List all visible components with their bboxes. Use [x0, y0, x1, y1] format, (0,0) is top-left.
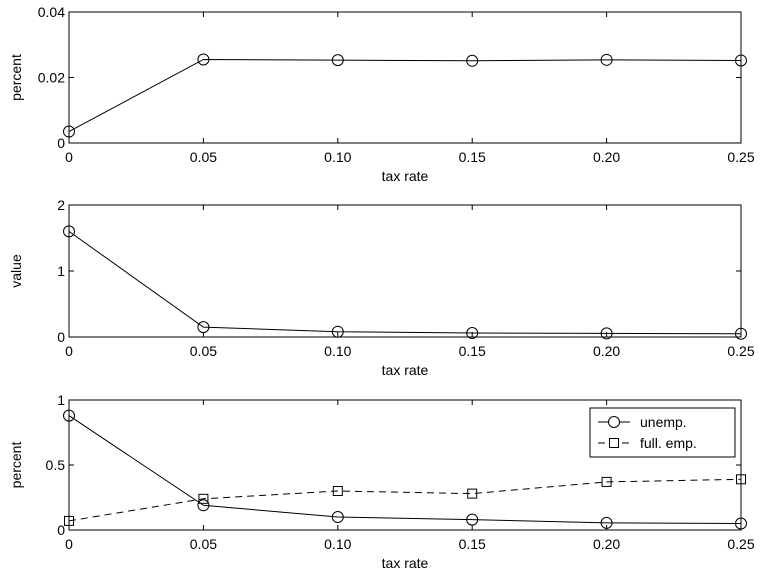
x-tick-label: 0	[65, 343, 73, 359]
x-tick-label: 0.05	[190, 536, 217, 552]
data-point	[63, 225, 75, 238]
series-1	[63, 409, 747, 530]
data-point	[735, 517, 747, 530]
data-point	[600, 53, 613, 66]
plot-frame	[68, 204, 742, 338]
data-point	[197, 321, 210, 334]
x-tick-label: 0.05	[190, 149, 217, 165]
data-point	[197, 499, 210, 512]
subplot-2: 0 0.05 0.10 0.15 0.20 0.25 0 1 2 tax rate value	[8, 197, 755, 378]
y-axis-label: percent	[8, 442, 24, 489]
data-point	[735, 327, 747, 340]
y-tick-label: 0.5	[46, 457, 66, 473]
data-point	[466, 327, 479, 340]
data-point	[331, 54, 344, 67]
data-point	[467, 488, 478, 499]
x-tick-label: 0	[65, 149, 73, 165]
x-tick-label: 0.15	[459, 536, 486, 552]
series-1	[63, 225, 747, 340]
data-point	[466, 54, 479, 67]
data-point	[64, 515, 74, 526]
data-point	[736, 474, 746, 485]
x-axis-label: tax rate	[382, 362, 429, 378]
series-line	[68, 478, 742, 522]
data-point	[198, 493, 209, 504]
x-tick-label: 0.05	[190, 343, 217, 359]
x-tick-label: 0	[65, 536, 73, 552]
series-line	[68, 58, 742, 132]
y-axis-label: value	[8, 254, 24, 288]
y-tick-label: 0	[57, 522, 65, 538]
data-point	[63, 409, 75, 422]
data-point	[197, 53, 210, 66]
legend: unemp. full. emp.	[589, 407, 736, 458]
data-point	[331, 325, 344, 338]
data-point	[600, 327, 613, 340]
y-axis-label: percent	[8, 54, 24, 101]
x-tick-label: 0.20	[593, 536, 620, 552]
x-tick-label: 0.15	[459, 343, 486, 359]
legend-label: unemp.	[640, 414, 687, 430]
x-tick-label: 0.15	[459, 149, 486, 165]
x-tick-label: 0.25	[727, 149, 754, 165]
data-point	[735, 54, 747, 67]
y-tick-label: 0.04	[38, 4, 65, 20]
x-tick-label: 0.10	[324, 536, 351, 552]
data-point	[332, 486, 343, 496]
x-tick-label: 0.25	[727, 343, 754, 359]
series-line	[68, 230, 742, 335]
data-point	[331, 511, 344, 523]
series-1	[63, 53, 747, 138]
y-tick-label: 2	[57, 197, 65, 213]
y-tick-label: 0	[57, 329, 65, 345]
series-2	[64, 474, 746, 526]
x-tick-label: 0.25	[727, 536, 754, 552]
series-line	[68, 415, 742, 524]
x-tick-label: 0.20	[593, 149, 620, 165]
y-tick-label: 0.02	[38, 70, 65, 86]
x-tick-label: 0.10	[324, 149, 351, 165]
subplot-1: 0 0.05 0.10 0.15 0.20 0.25 0 0.02 0.04 tax rate pe…	[8, 4, 755, 184]
data-point	[63, 125, 75, 138]
y-tick-label: 1	[57, 263, 65, 279]
legend-marker	[609, 438, 619, 448]
subplot-3: 0 0.05 0.10 0.15 0.20 0.25 0 0.5 1 tax rate percen…	[8, 392, 755, 571]
y-tick-label: 0	[57, 135, 65, 151]
data-point	[466, 513, 479, 526]
x-axis-label: tax rate	[382, 555, 429, 571]
data-point	[601, 476, 612, 487]
x-tick-label: 0.10	[324, 343, 351, 359]
x-tick-label: 0.20	[593, 343, 620, 359]
legend-label: full. emp.	[640, 435, 697, 451]
x-axis-label: tax rate	[382, 168, 429, 184]
data-point	[600, 516, 613, 529]
legend-marker	[608, 416, 620, 428]
y-tick-label: 1	[57, 392, 65, 408]
